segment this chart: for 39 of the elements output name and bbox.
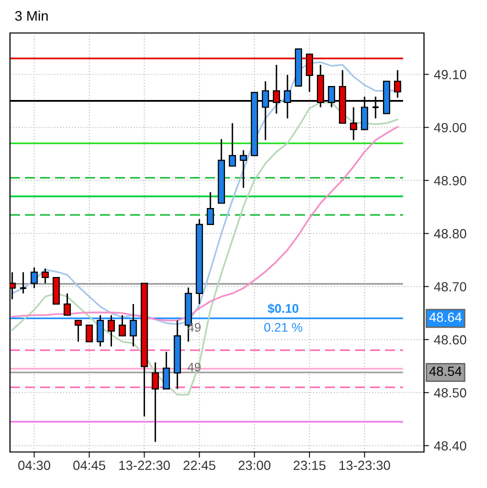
candlestick bbox=[240, 150, 248, 189]
y-tick-label: 48.70 bbox=[434, 282, 466, 292]
candlestick bbox=[206, 191, 214, 226]
y-tick-label: 49.10 bbox=[434, 70, 466, 80]
y-tick-label: 48.80 bbox=[434, 229, 466, 238]
candlestick bbox=[108, 314, 115, 348]
x-tick-label: 13-22:30 bbox=[119, 460, 170, 470]
candlestick bbox=[86, 324, 93, 342]
y-tick-label: 48.60 bbox=[434, 335, 466, 344]
candlestick bbox=[74, 320, 82, 342]
x-tick-label: 22:45 bbox=[184, 460, 216, 470]
candlestick bbox=[228, 122, 236, 167]
x-tick-label: 04:45 bbox=[73, 460, 106, 470]
x-tick-label: 23:15 bbox=[294, 460, 326, 470]
candlestick bbox=[19, 272, 28, 294]
candlestick bbox=[118, 314, 126, 337]
candlestick bbox=[152, 362, 159, 443]
candlestick bbox=[30, 266, 38, 289]
candlestick bbox=[130, 303, 137, 348]
y-tick-label: 48.90 bbox=[434, 176, 466, 186]
y-tick-label: 48.40 bbox=[434, 441, 466, 451]
candlestick bbox=[394, 69, 402, 98]
candlestick bbox=[42, 268, 49, 284]
y-tick-label: 49.00 bbox=[434, 122, 466, 132]
x-tick-label: 23:00 bbox=[238, 460, 270, 470]
chart-title: 3 Min bbox=[15, 10, 48, 21]
x-tick-label: 04:30 bbox=[18, 460, 50, 470]
ref-line-label: 48.54 bbox=[429, 366, 462, 376]
candlestick bbox=[162, 351, 170, 390]
x-tick-label: 13-23:30 bbox=[340, 460, 390, 470]
line-series bbox=[11, 126, 398, 322]
annotation: 0.21 % bbox=[264, 322, 302, 332]
candlestick bbox=[96, 314, 104, 348]
annotation: $0.10 bbox=[268, 303, 298, 314]
candlestick bbox=[64, 292, 71, 316]
candlestick bbox=[350, 106, 358, 141]
ref-line-label: 48.64 bbox=[429, 312, 462, 322]
annotation: 49 bbox=[188, 362, 201, 372]
y-tick-label: 48.50 bbox=[434, 388, 466, 398]
